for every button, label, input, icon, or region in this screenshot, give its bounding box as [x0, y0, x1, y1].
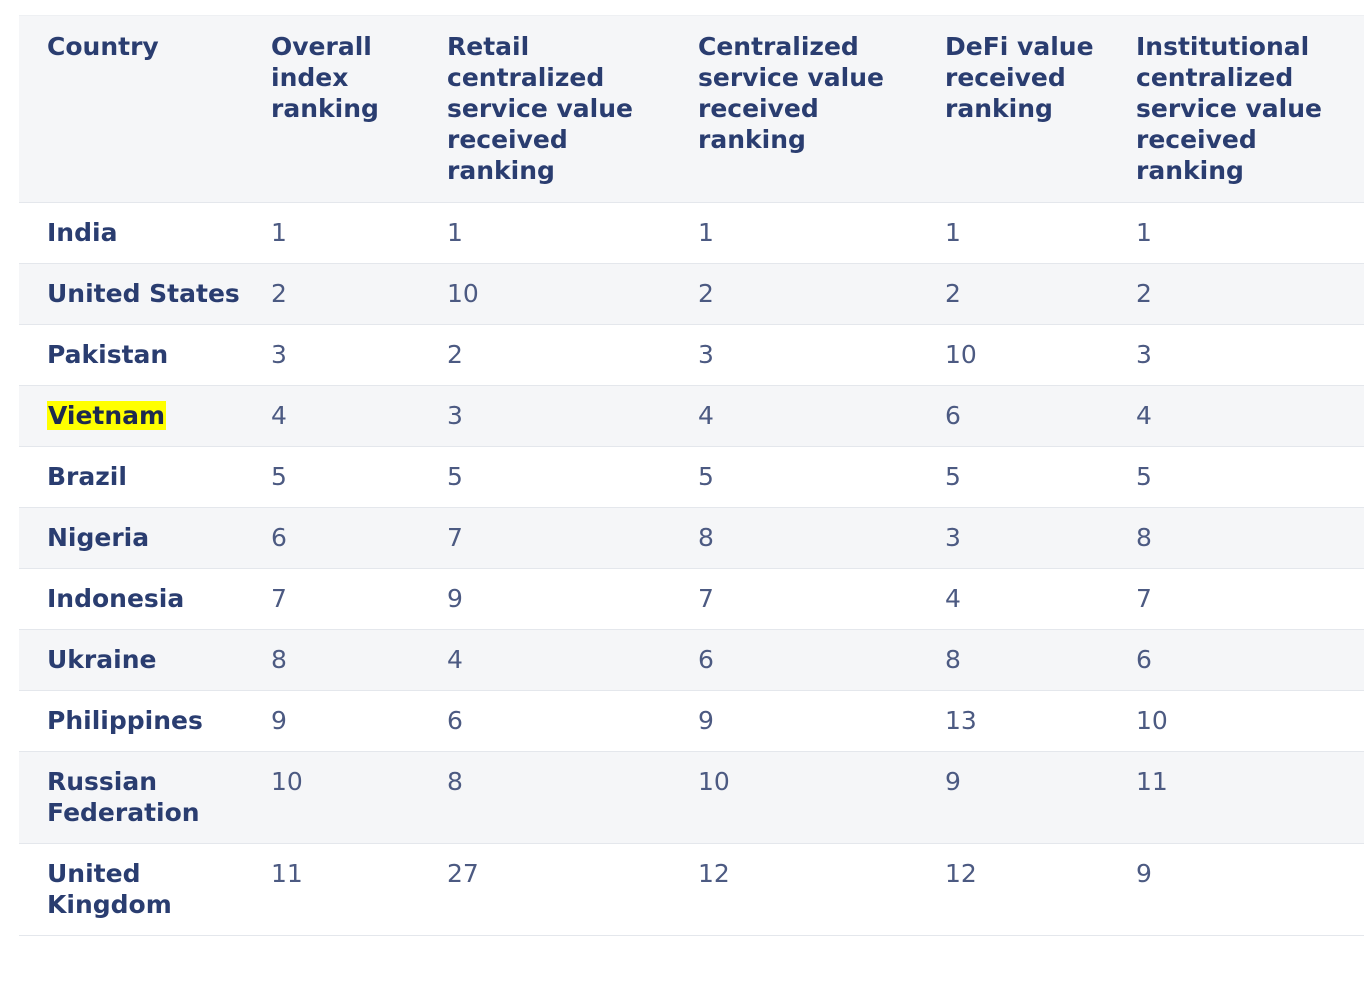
ranking-cell: 2: [917, 263, 1108, 325]
ranking-cell: 12: [917, 843, 1108, 936]
ranking-cell: 2: [670, 263, 917, 325]
ranking-cell: 10: [243, 751, 419, 844]
table-row: United Kingdom 11 27 12 12 9: [19, 843, 1364, 936]
table-body: India 1 1 1 1 1 United States 2 10 2 2 2 Pakistan 3 2 3…: [19, 202, 1364, 936]
country-name: Nigeria: [47, 523, 150, 552]
ranking-cell: 9: [243, 690, 419, 752]
ranking-cell: 9: [917, 751, 1108, 844]
ranking-cell: 11: [1108, 751, 1364, 844]
ranking-cell: 4: [1108, 385, 1364, 447]
ranking-cell: 1: [1108, 202, 1364, 264]
ranking-cell: 6: [419, 690, 670, 752]
country-cell: Ukraine: [19, 629, 243, 691]
ranking-cell: 7: [1108, 568, 1364, 630]
column-header-country: Country: [19, 16, 243, 203]
ranking-cell: 1: [243, 202, 419, 264]
ranking-cell: 9: [419, 568, 670, 630]
ranking-cell: 8: [243, 629, 419, 691]
table-row: United States 2 10 2 2 2: [19, 263, 1364, 325]
table-row: Russian Federation 10 8 10 9 11: [19, 751, 1364, 844]
table-row: Philippines 9 6 9 13 10: [19, 690, 1364, 752]
ranking-cell: 27: [419, 843, 670, 936]
ranking-cell: 5: [243, 446, 419, 508]
country-name: Pakistan: [47, 340, 169, 369]
country-cell: Pakistan: [19, 324, 243, 386]
ranking-cell: 8: [670, 507, 917, 569]
country-cell: Vietnam: [19, 385, 243, 447]
table-header: Country Overall index ranking Retail cen…: [19, 16, 1364, 203]
table-row: Ukraine 8 4 6 8 6: [19, 629, 1364, 691]
country-cell: United Kingdom: [19, 843, 243, 936]
ranking-cell: 4: [917, 568, 1108, 630]
country-cell: Indonesia: [19, 568, 243, 630]
ranking-cell: 6: [1108, 629, 1364, 691]
ranking-cell: 9: [1108, 843, 1364, 936]
ranking-cell: 5: [1108, 446, 1364, 508]
table-row: Brazil 5 5 5 5 5: [19, 446, 1364, 508]
country-name: Russian Federation: [47, 767, 200, 827]
ranking-cell: 10: [1108, 690, 1364, 752]
ranking-cell: 4: [243, 385, 419, 447]
ranking-cell: 7: [419, 507, 670, 569]
column-header-retail-centralized-ranking: Retail centralized service value receive…: [419, 16, 670, 203]
country-name-highlighted: Vietnam: [47, 401, 167, 430]
ranking-cell: 12: [670, 843, 917, 936]
country-cell: India: [19, 202, 243, 264]
table-row: Indonesia 7 9 7 4 7: [19, 568, 1364, 630]
country-cell: Russian Federation: [19, 751, 243, 844]
country-cell: Nigeria: [19, 507, 243, 569]
ranking-cell: 7: [243, 568, 419, 630]
ranking-cell: 2: [1108, 263, 1364, 325]
country-cell: Philippines: [19, 690, 243, 752]
ranking-cell: 3: [243, 324, 419, 386]
ranking-cell: 5: [419, 446, 670, 508]
country-name: Indonesia: [47, 584, 185, 613]
table-row: Vietnam 4 3 4 6 4: [19, 385, 1364, 447]
ranking-table: Country Overall index ranking Retail cen…: [19, 16, 1364, 936]
ranking-cell: 1: [419, 202, 670, 264]
ranking-cell: 1: [917, 202, 1108, 264]
ranking-cell: 6: [243, 507, 419, 569]
column-header-overall-index-ranking: Overall index ranking: [243, 16, 419, 203]
table-row: Pakistan 3 2 3 10 3: [19, 324, 1364, 386]
ranking-cell: 9: [670, 690, 917, 752]
country-name: Brazil: [47, 462, 127, 491]
ranking-cell: 3: [419, 385, 670, 447]
ranking-cell: 1: [670, 202, 917, 264]
column-header-defi-value-ranking: DeFi value received ranking: [917, 16, 1108, 203]
ranking-table-container: Country Overall index ranking Retail cen…: [19, 15, 1364, 936]
ranking-cell: 2: [243, 263, 419, 325]
ranking-cell: 7: [670, 568, 917, 630]
country-name: Ukraine: [47, 645, 157, 674]
ranking-cell: 5: [917, 446, 1108, 508]
ranking-cell: 5: [670, 446, 917, 508]
ranking-cell: 13: [917, 690, 1108, 752]
country-name: United Kingdom: [47, 859, 172, 919]
country-name: Philippines: [47, 706, 203, 735]
header-row: Country Overall index ranking Retail cen…: [19, 16, 1364, 203]
ranking-cell: 4: [419, 629, 670, 691]
country-name: India: [47, 218, 118, 247]
ranking-cell: 10: [419, 263, 670, 325]
ranking-cell: 11: [243, 843, 419, 936]
ranking-cell: 6: [670, 629, 917, 691]
table-row: Nigeria 6 7 8 3 8: [19, 507, 1364, 569]
ranking-cell: 10: [917, 324, 1108, 386]
ranking-cell: 4: [670, 385, 917, 447]
ranking-cell: 8: [419, 751, 670, 844]
table-row: India 1 1 1 1 1: [19, 202, 1364, 264]
country-cell: United States: [19, 263, 243, 325]
ranking-cell: 3: [917, 507, 1108, 569]
ranking-cell: 6: [917, 385, 1108, 447]
ranking-cell: 3: [1108, 324, 1364, 386]
column-header-institutional-centralized-ranking: Institutional centralized service value …: [1108, 16, 1364, 203]
ranking-cell: 3: [670, 324, 917, 386]
country-name: United States: [47, 279, 240, 308]
column-header-centralized-service-ranking: Centralized service value received ranki…: [670, 16, 917, 203]
ranking-cell: 10: [670, 751, 917, 844]
ranking-cell: 8: [1108, 507, 1364, 569]
ranking-cell: 2: [419, 324, 670, 386]
ranking-cell: 8: [917, 629, 1108, 691]
country-cell: Brazil: [19, 446, 243, 508]
